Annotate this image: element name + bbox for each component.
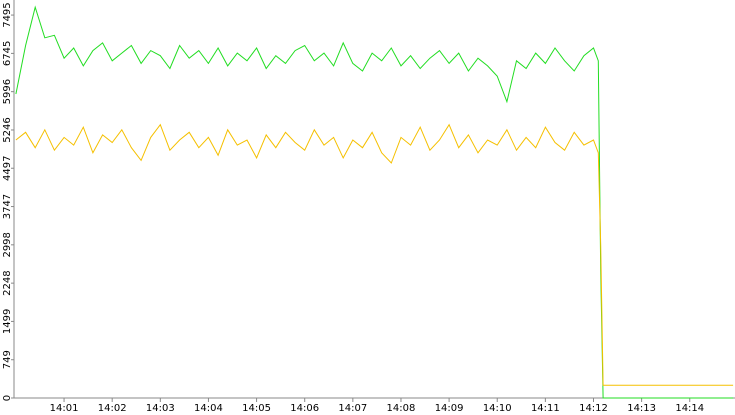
y-tick-label: 1499 bbox=[2, 309, 13, 334]
x-tick-label: 14:01 bbox=[50, 403, 79, 414]
x-tick-label: 14:13 bbox=[627, 403, 656, 414]
y-tick-label: 749 bbox=[2, 350, 13, 369]
y-tick-label: 2998 bbox=[2, 232, 13, 257]
x-tick-label: 14:11 bbox=[531, 403, 560, 414]
x-tick-label: 14:09 bbox=[435, 403, 464, 414]
x-tick-label: 14:02 bbox=[98, 403, 127, 414]
x-tick-label: 14:12 bbox=[579, 403, 608, 414]
y-tick-label: 0 bbox=[2, 395, 13, 401]
x-tick-label: 14:07 bbox=[338, 403, 367, 414]
x-tick-label: 14:08 bbox=[387, 403, 416, 414]
y-tick-label: 5996 bbox=[2, 79, 13, 104]
x-tick-label: 14:14 bbox=[675, 403, 704, 414]
x-tick-label: 14:10 bbox=[483, 403, 512, 414]
y-tick-label: 7495 bbox=[2, 2, 13, 27]
y-tick-label: 6745 bbox=[2, 41, 13, 66]
y-tick-label: 5246 bbox=[2, 117, 13, 142]
x-tick-label: 14:03 bbox=[146, 403, 175, 414]
series-line bbox=[15, 5, 734, 399]
y-tick-label: 2248 bbox=[2, 270, 13, 295]
series-line bbox=[15, 123, 734, 386]
y-tick-label: 4497 bbox=[2, 156, 13, 181]
x-tick-label: 14:06 bbox=[290, 403, 319, 414]
x-tick-label: 14:04 bbox=[194, 403, 223, 414]
x-tick-label: 14:05 bbox=[242, 403, 271, 414]
y-tick-label: 3747 bbox=[2, 194, 13, 219]
